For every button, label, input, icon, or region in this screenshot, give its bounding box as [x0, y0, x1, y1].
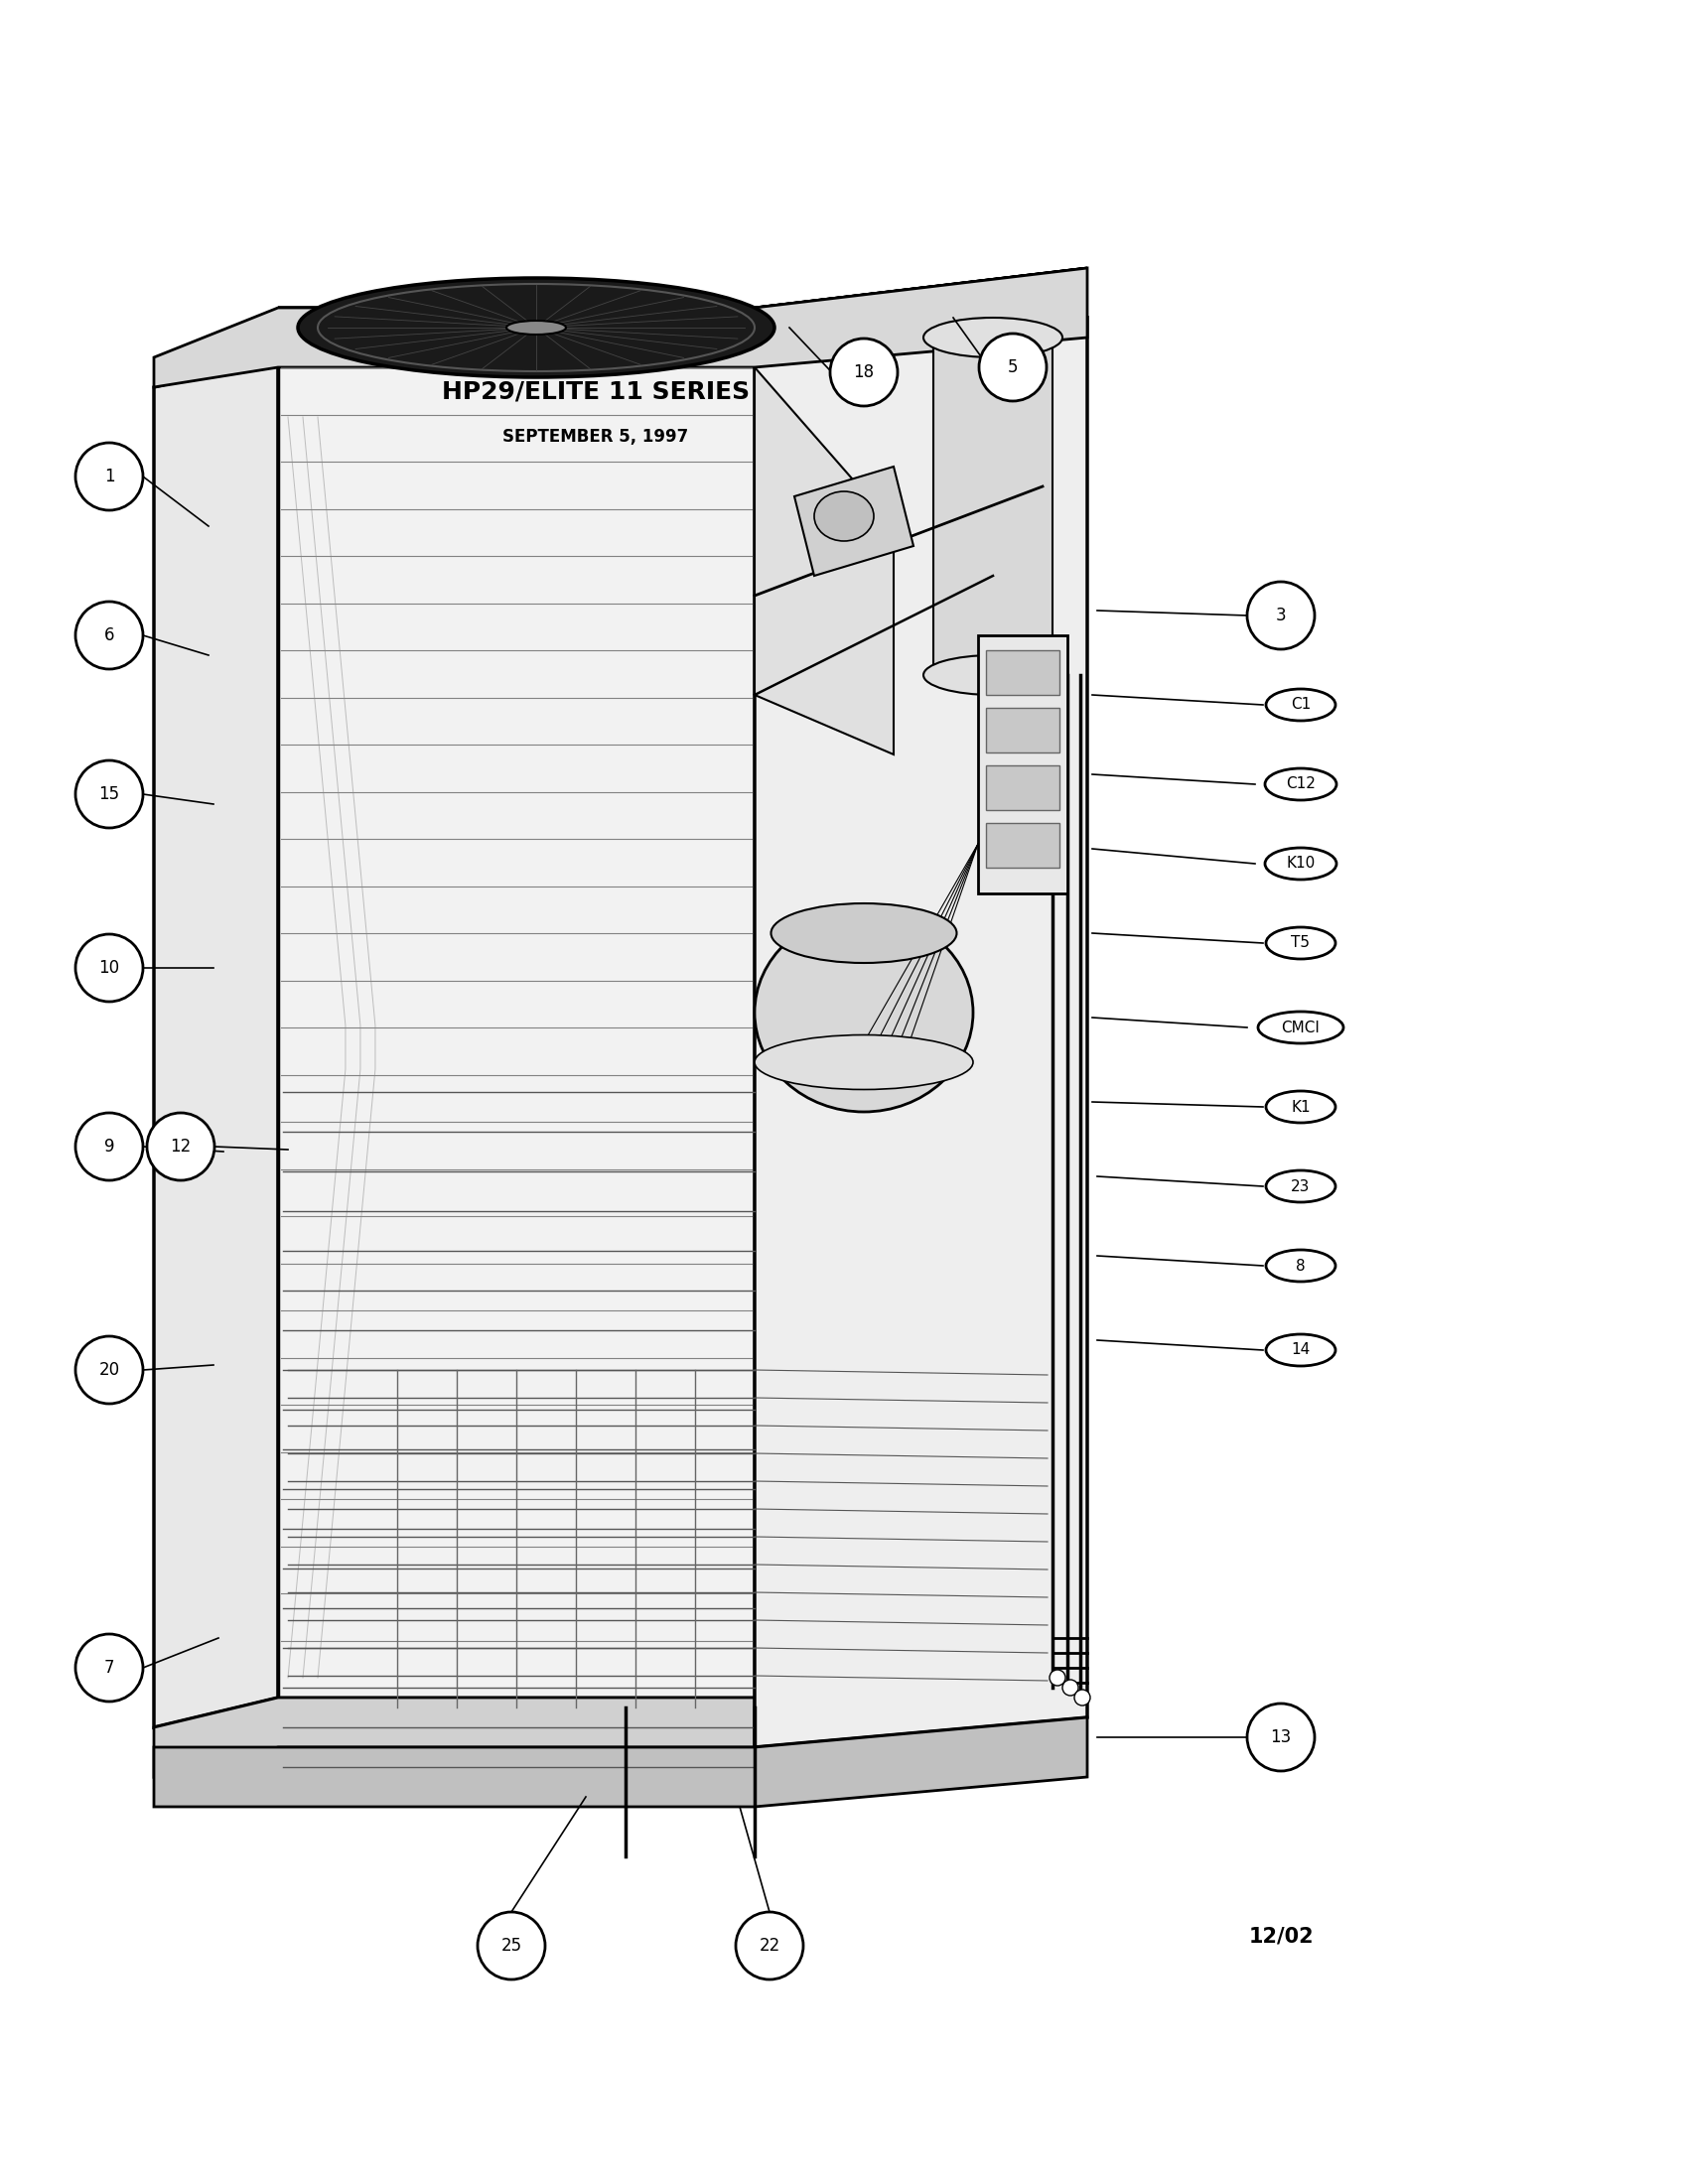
Polygon shape — [933, 339, 1052, 675]
Polygon shape — [153, 358, 278, 1728]
Circle shape — [830, 339, 898, 406]
Ellipse shape — [813, 491, 874, 542]
Ellipse shape — [298, 277, 775, 378]
Circle shape — [478, 1911, 546, 1979]
Text: 12: 12 — [170, 1138, 192, 1155]
Text: 14: 14 — [1292, 1343, 1310, 1358]
Text: 23: 23 — [1292, 1179, 1310, 1195]
Polygon shape — [278, 358, 754, 1697]
Text: 1: 1 — [104, 467, 115, 485]
Ellipse shape — [1266, 1092, 1335, 1123]
Polygon shape — [754, 367, 894, 753]
Ellipse shape — [1266, 1171, 1335, 1201]
Text: 25: 25 — [500, 1937, 522, 1955]
Text: K1: K1 — [1292, 1099, 1310, 1114]
Polygon shape — [795, 467, 913, 577]
Text: C1: C1 — [1290, 697, 1310, 712]
Circle shape — [76, 1114, 143, 1179]
Ellipse shape — [923, 655, 1063, 695]
Text: 3: 3 — [1275, 607, 1287, 625]
Ellipse shape — [754, 1035, 973, 1090]
Circle shape — [978, 334, 1046, 402]
Ellipse shape — [1266, 688, 1335, 721]
Polygon shape — [985, 708, 1059, 753]
Ellipse shape — [1258, 1011, 1344, 1044]
Text: 15: 15 — [99, 786, 120, 804]
Circle shape — [76, 443, 143, 511]
Circle shape — [1248, 1704, 1315, 1771]
Ellipse shape — [507, 321, 566, 334]
Text: CMCI: CMCI — [1282, 1020, 1320, 1035]
Circle shape — [1049, 1671, 1066, 1686]
Polygon shape — [278, 269, 1088, 308]
Polygon shape — [985, 823, 1059, 867]
Polygon shape — [153, 269, 1088, 387]
Circle shape — [76, 935, 143, 1002]
Ellipse shape — [1266, 1334, 1335, 1365]
Text: 6: 6 — [104, 627, 115, 644]
Ellipse shape — [1266, 1249, 1335, 1282]
Text: C12: C12 — [1287, 778, 1315, 793]
Text: 8: 8 — [1297, 1258, 1305, 1273]
Text: 5: 5 — [1007, 358, 1019, 376]
Polygon shape — [153, 1697, 754, 1778]
Circle shape — [1074, 1690, 1090, 1706]
Circle shape — [147, 1114, 214, 1179]
Text: 7: 7 — [104, 1660, 115, 1677]
Ellipse shape — [754, 913, 973, 1112]
Text: SEPTEMBER 5, 1997: SEPTEMBER 5, 1997 — [504, 428, 689, 446]
Circle shape — [1063, 1679, 1078, 1695]
Ellipse shape — [1265, 847, 1337, 880]
Text: 13: 13 — [1270, 1728, 1292, 1747]
Text: 22: 22 — [759, 1937, 780, 1955]
Circle shape — [76, 1337, 143, 1404]
Ellipse shape — [923, 317, 1063, 358]
Text: T5: T5 — [1292, 935, 1310, 950]
Ellipse shape — [1266, 928, 1335, 959]
Ellipse shape — [771, 904, 957, 963]
Polygon shape — [985, 651, 1059, 695]
Text: 9: 9 — [104, 1138, 115, 1155]
Text: 12/02: 12/02 — [1248, 1926, 1314, 1946]
Polygon shape — [978, 636, 1068, 893]
Circle shape — [76, 1634, 143, 1701]
Polygon shape — [985, 764, 1059, 810]
Polygon shape — [153, 1717, 1088, 1806]
Ellipse shape — [1265, 769, 1337, 799]
Circle shape — [1248, 581, 1315, 649]
Text: HP29/ELITE 11 SERIES: HP29/ELITE 11 SERIES — [441, 380, 749, 404]
Polygon shape — [754, 317, 1088, 1747]
Circle shape — [76, 601, 143, 668]
Text: 20: 20 — [99, 1361, 120, 1378]
Circle shape — [736, 1911, 803, 1979]
Text: 10: 10 — [99, 959, 120, 976]
Text: K10: K10 — [1287, 856, 1315, 871]
Text: 18: 18 — [854, 363, 874, 382]
Circle shape — [76, 760, 143, 828]
